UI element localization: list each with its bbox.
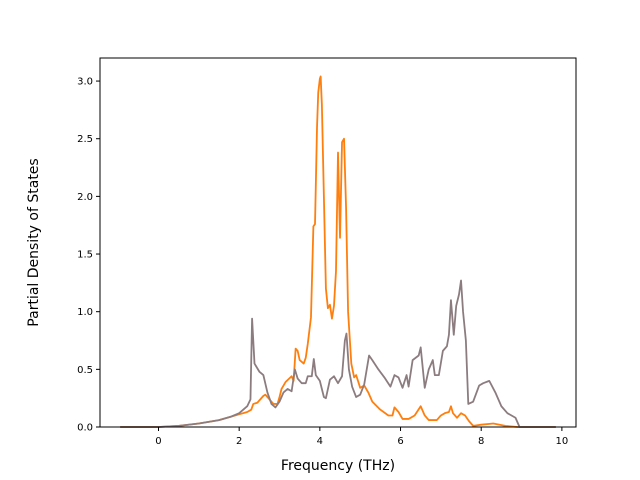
- x-tick-label: 0: [155, 436, 161, 447]
- x-tick-label: 8: [478, 436, 484, 447]
- x-tick-label: 6: [397, 436, 403, 447]
- y-tick-label: 1.0: [77, 307, 93, 318]
- y-tick-label: 0.0: [77, 423, 93, 434]
- y-tick-label: 2.5: [77, 134, 93, 145]
- x-axis-label: Frequency (THz): [281, 458, 395, 474]
- y-axis-label: Partial Density of States: [26, 158, 42, 326]
- x-tick-label: 4: [317, 436, 323, 447]
- y-tick-label: 2.0: [77, 192, 93, 203]
- plot-frame: [99, 57, 577, 428]
- y-tick-label: 0.5: [77, 365, 93, 376]
- x-tick-label: 10: [556, 436, 569, 447]
- y-tick-label: 1.5: [77, 250, 93, 261]
- y-axis-ticks: 0.0 0.5 1.0 1.5 2.0 2.5 3.0: [77, 77, 100, 434]
- y-tick-label: 3.0: [77, 77, 93, 88]
- series-layer: [120, 75, 556, 428]
- x-axis-ticks: 0 2 4 6 8 10: [155, 427, 568, 447]
- x-tick-label: 2: [236, 436, 242, 447]
- series-line-2: [120, 279, 556, 428]
